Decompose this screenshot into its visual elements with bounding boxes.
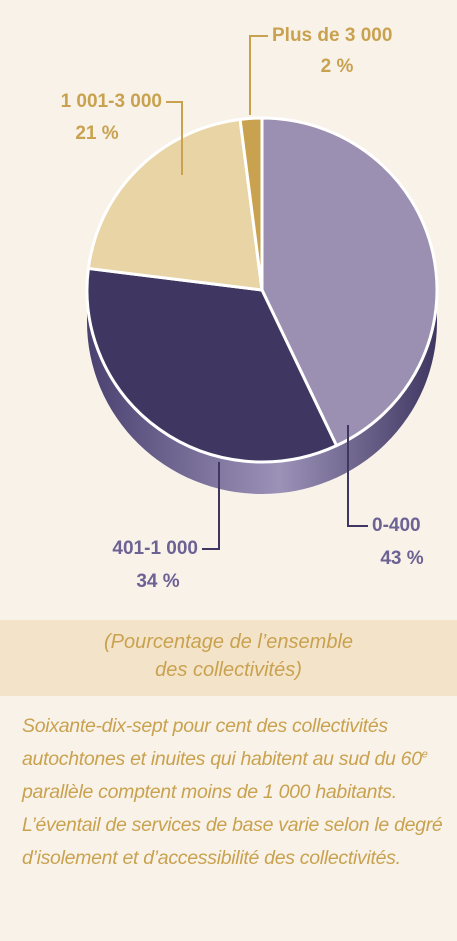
- slice: [260, 116, 439, 448]
- slice: [238, 116, 264, 292]
- slice: [86, 117, 264, 292]
- chart: 0-400 43 % 401-1 000 34 % 1 001-3 000 21 % Plu…: [61, 25, 439, 592]
- superscript: e: [421, 748, 428, 761]
- value-label: 2 %: [321, 56, 354, 77]
- slice-label: 0-400: [372, 515, 421, 536]
- slice: [85, 266, 339, 464]
- leaders: [166, 35, 368, 550]
- body-text: Soixante-dix-sept pour cent des collecti…: [22, 710, 452, 875]
- value-label: 21 %: [75, 123, 118, 144]
- slice-label: 1 001-3 000: [61, 91, 162, 112]
- value-label: 43 %: [380, 548, 423, 569]
- caption: (Pourcentage de l’ensemble des collectiv…: [0, 620, 457, 696]
- body-text-part: parallèle comptent moins de 1 000 habita…: [22, 781, 443, 869]
- slice-label: 401-1 000: [112, 538, 198, 559]
- pie-depth: [87, 290, 437, 494]
- body-text-part: Soixante-dix-sept pour cent des collecti…: [22, 715, 422, 770]
- slice-label: Plus de 3 000: [272, 25, 392, 46]
- value-label: 34 %: [136, 571, 179, 592]
